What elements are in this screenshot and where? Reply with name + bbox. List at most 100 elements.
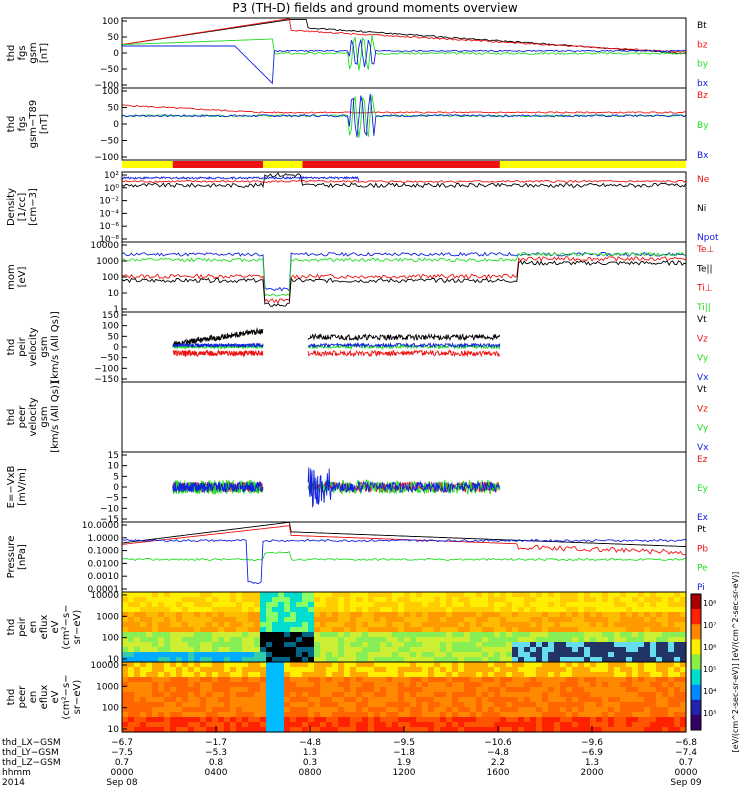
panel-3-ytick-3: 10⁻⁴ [99,209,119,219]
x-axis-row-label-2: thd_LZ−GSM [2,758,61,768]
panel-3-ni-line [121,172,687,189]
panel-6-legend-vx: Vx [697,443,709,453]
panel-4-ytick-1: 1000 [96,257,119,267]
panel-7-ex-line-0 [172,480,264,494]
panel-8-legend-pt: Pt [697,525,706,535]
panel-1-legend-bz: bz [697,40,708,50]
panel-5-ylabel-4: [km/s (All Qs)] [50,311,61,383]
panel-7-ez-line-0 [172,480,264,494]
panel-2-bz-line [121,104,687,114]
panel-1-ytick-1: 50 [108,33,120,43]
panel-9-ylabel-0: thd [6,619,17,636]
x-axis-row-label-0: thd_LX−GSM [2,738,61,748]
panel-7-ytick-4: −5 [106,494,119,504]
panel-3-legend-npot: Npot [697,233,719,243]
panel-8-ytick-5: 0.0001 [88,585,120,595]
panel-9-ylabel-4: eV [50,620,61,633]
panel-2-ylabel-2: gsm−T89 [28,100,39,149]
x-axis-row-3-value-4: 1600 [487,768,510,778]
x-axis-row-3-value-3: 1200 [393,768,416,778]
panel-3-legend-ni: Ni [697,204,706,214]
panel-5-ytick-1: 100 [102,322,119,332]
panel-2-ytick-1: 50 [108,104,120,114]
panel-5-ytick-2: 50 [108,332,120,342]
panel-6-legend-vz: Vz [697,404,708,414]
panel-5-ylabel-2: velocity [28,327,39,366]
panel-10-ytick-1: 1000 [96,682,119,692]
panel-3-ytick-4: 10⁻⁶ [99,222,119,232]
panel-10-ytick-2: 100 [102,704,119,714]
colorbar-gradient [691,594,701,731]
x-axis-row-0-value-1: −1.7 [205,738,227,748]
x-axis-row-1-value-5: −6.9 [581,748,603,758]
status-bar-segment-1 [172,161,263,168]
x-axis-row-4-value-6: Sep 09 [670,778,702,788]
panel-5-ytick-4: −50 [100,354,119,364]
panel-3-npot-line [121,175,360,182]
panel-1-ylabel-0: thd [6,45,17,62]
panel-6-ylabel-2: velocity [28,397,39,436]
panel-10-ylabel-0: thd [6,689,17,706]
x-axis-row-1-value-2: 1.3 [303,748,317,758]
panel-1-ylabel-1: fgs [17,45,28,60]
panel-3-ylabel-1: [1/cc] [17,193,28,222]
panel-8-ylabel-0: Pressure [6,536,17,579]
panel-4-te-par-line [121,260,687,307]
panel-2-bx-line [121,93,687,138]
panel-5-vz-line-0 [172,348,264,358]
panel-10-ylabel-4: eV [50,690,61,703]
x-axis-row-1-value-4: −4.8 [487,748,509,758]
x-axis-row-1-value-1: −5.3 [205,748,227,758]
status-bar-segment-2 [263,161,303,168]
panel-7-legend-ez: Ez [697,455,708,465]
panel-1-legend-bt: Bt [697,21,707,31]
panel-3-ytick-5: 10⁻⁸ [99,235,119,245]
panel-7-ytick-3: 0 [113,483,119,493]
status-bar-segment-4 [499,161,686,168]
panel-2-ylabel-3: [nT] [39,114,50,134]
x-axis-row-label-4: 2014 [2,778,25,788]
panel-1-ytick-3: −50 [100,65,119,75]
panel-5-ytick-6: −150 [94,375,119,385]
panel-8-legend-pb: Pb [697,544,708,554]
panel-2-ylabel-0: thd [6,116,17,133]
x-axis-row-0-value-5: −9.6 [581,738,603,748]
panel-5-legend-vz: Vz [697,334,708,344]
panel-6-ylabel-3: gsm [39,406,50,427]
panel-2-ytick-2: 0 [113,120,119,130]
panel-1-ylabel-2: gsm [28,42,39,63]
panel-2-frame [121,87,687,161]
panel-4-te-perp-line [121,255,687,304]
x-axis-row-0-value-6: −6.8 [675,738,697,748]
panel-4-legend-te⊥: Te⊥ [696,245,715,255]
x-axis-row-3-value-2: 0800 [299,768,322,778]
panel-7-legend-ey: Ey [697,484,709,494]
x-axis-row-1-value-3: −1.8 [393,748,415,758]
panel-8-ytick-3: 0.0100 [88,559,120,569]
panel-9-ylabel-1: peir [17,616,28,636]
panel-9-ylabel-3: eflux [39,615,50,640]
panel-9-ytick-2: 100 [102,634,119,644]
x-axis-row-3-value-5: 2000 [581,768,604,778]
panel-4-ylabel-0: mom [6,264,17,290]
peir-heatmap-cells [122,592,687,663]
x-axis-row-2-value-6: 0.7 [679,758,693,768]
panel-6-frame [121,381,687,453]
panel-7-ytick-0: 15 [108,451,119,461]
peer-heatmap-cells [122,662,687,733]
status-bar-segment-0 [122,161,173,168]
colorbar-tick-4: 10⁴ [703,687,716,696]
panel-3-ylabel-0: Density [6,188,17,226]
panel-1-frame [121,17,687,89]
colorbar-tick-3: 10⁵ [703,665,716,674]
colorbar-tick-0: 10⁸ [703,599,716,608]
panel-5-legend-vx: Vx [697,373,709,383]
panel-3-legend-ne: Ne [697,175,710,185]
panel-9-ytick-3: 10 [108,655,120,665]
panel-2-ylabel-1: fgs [17,116,28,131]
x-axis-row-3-value-1: 0400 [205,768,228,778]
panel-2-legend-by: By [697,121,709,131]
panel-4-ylabel-1: [eV] [17,267,28,288]
panel-1-ytick-2: 0 [113,49,119,59]
panel-8-legend-pe: Pe [697,564,708,574]
